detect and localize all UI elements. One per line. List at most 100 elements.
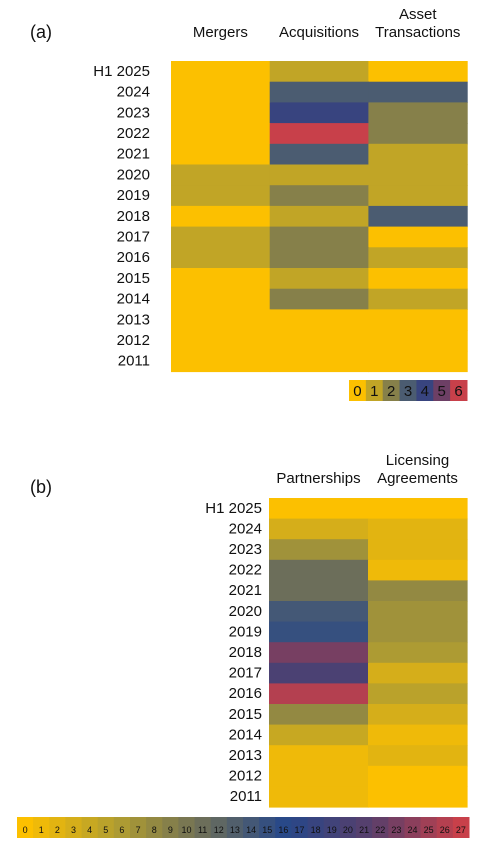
heatmap-cell [368, 102, 468, 124]
heatmap-cell [269, 102, 369, 124]
heatmap-cell [368, 247, 468, 269]
legend-swatch [416, 380, 434, 401]
heatmap-cell [269, 185, 369, 207]
heatmap-cell [171, 185, 271, 207]
column-header: Mergers [193, 24, 248, 41]
legend-tick-label: 23 [391, 825, 401, 835]
heatmap-cell [368, 123, 468, 145]
legend-tick-label: 4 [421, 383, 429, 400]
legend-swatch [81, 817, 99, 838]
heatmap-cell [171, 143, 271, 166]
legend-swatch [356, 817, 373, 838]
heatmap-cell [368, 704, 468, 726]
panel-b: (b) Partnerships Licensing Agreements H1 202… [17, 452, 470, 838]
row-label: 2022 [229, 562, 262, 579]
heatmap-cell [368, 350, 468, 373]
legend-swatch [452, 817, 470, 838]
heatmap-cell [368, 268, 468, 290]
row-label: 2019 [229, 623, 262, 640]
legend-swatch [194, 817, 212, 838]
legend-swatch [433, 380, 451, 401]
heatmap-cell [269, 205, 369, 228]
legend-swatch [365, 380, 384, 401]
legend-tick-label: 25 [424, 825, 434, 835]
heatmap-cell [269, 765, 369, 787]
heatmap-cell [171, 164, 271, 186]
heatmap-cell [171, 268, 271, 290]
legend-swatch [162, 817, 179, 838]
panel-a: (a) Mergers Acquisitions Asset Transactions H… [30, 6, 468, 401]
legend-tick-label: 0 [23, 825, 28, 835]
row-label: 2020 [229, 603, 262, 620]
legend-swatch [399, 380, 417, 401]
heatmap-cell [269, 621, 369, 643]
row-label: 2023 [117, 104, 150, 121]
legend-swatch [146, 817, 163, 838]
row-label: 2017 [117, 229, 150, 246]
heatmap-cell [368, 518, 468, 540]
legend-swatch [307, 817, 325, 838]
legend-tick-label: 10 [181, 825, 191, 835]
legend-swatch [372, 817, 389, 838]
legend-swatch [49, 817, 66, 838]
legend-tick-label: 6 [454, 383, 462, 400]
row-label: 2012 [229, 768, 262, 785]
legend-swatch [436, 817, 454, 838]
row-label: 2011 [230, 788, 262, 805]
legend-swatch [349, 380, 367, 401]
legend-tick-label: 4 [87, 825, 92, 835]
row-label: 2021 [117, 146, 150, 163]
panel-label: (b) [30, 477, 52, 497]
heatmap-cell [171, 350, 271, 373]
heatmap-cell [368, 745, 468, 767]
row-label: 2020 [117, 166, 150, 183]
legend-tick-label: 1 [370, 383, 378, 400]
legend-swatch [17, 817, 34, 838]
legend-tick-label: 11 [198, 825, 207, 835]
heatmap-cell [269, 724, 369, 746]
heatmap-cell [269, 498, 369, 520]
legend-swatch [243, 817, 260, 838]
legend-swatch [97, 817, 115, 838]
heatmap-cell [368, 662, 468, 684]
heatmap-cell [269, 745, 369, 767]
heatmap-cell [269, 164, 369, 186]
legend-tick-label: 5 [103, 825, 108, 835]
row-label: 2011 [118, 353, 150, 370]
heatmap-cell [269, 683, 369, 705]
row-label: 2015 [117, 270, 150, 287]
heatmap-cell [368, 683, 468, 705]
heatmap-cell [269, 518, 369, 540]
heatmap-cell [269, 642, 369, 664]
heatmap-cell [368, 330, 468, 352]
heatmap-cell [171, 205, 271, 228]
legend-tick-label: 19 [327, 825, 337, 835]
heatmap-cell [269, 662, 369, 684]
row-label: 2015 [229, 706, 262, 723]
heatmap-cell [368, 205, 468, 228]
heatmap-cell [269, 539, 369, 561]
legend-tick-label: 8 [152, 825, 157, 835]
heatmap-cell [269, 226, 369, 248]
heatmap-cell [368, 601, 468, 623]
legend-tick-label: 13 [230, 825, 240, 835]
heatmap-cell [368, 765, 468, 787]
heatmap-cell [269, 143, 369, 166]
legend-tick-label: 3 [71, 825, 76, 835]
heatmap-cell [269, 123, 369, 145]
row-label: 2024 [117, 84, 150, 101]
legend-swatch [178, 817, 196, 838]
panel-label: (a) [30, 22, 52, 42]
heatmap-cell [269, 247, 369, 269]
legend-tick-label: 20 [343, 825, 353, 835]
legend-swatch [382, 380, 401, 401]
legend-swatch [323, 817, 341, 838]
legend-tick-label: 16 [278, 825, 288, 835]
legend-swatch [450, 380, 468, 401]
heatmap-cell [368, 185, 468, 207]
heatmap-cell [269, 350, 369, 373]
heatmap-cell [269, 580, 369, 602]
heatmap-cell [368, 309, 468, 331]
legend-swatch [113, 817, 131, 838]
